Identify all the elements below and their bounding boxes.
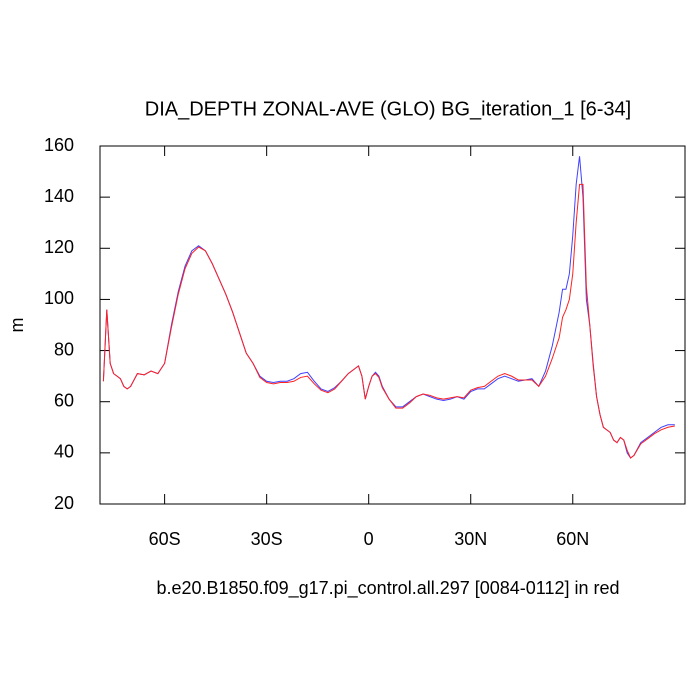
annotation: b.e20.B1850.f09_g17.pi_control.all.297 [… [156, 578, 619, 599]
series-line [102, 156, 675, 459]
plot-frame [99, 145, 686, 505]
y-axis-label: m [7, 318, 27, 333]
x-tick-label: 30N [454, 529, 487, 549]
y-tick-label: 100 [44, 288, 74, 308]
x-tick-label: 60S [149, 529, 181, 549]
y-tick-label: 80 [54, 339, 74, 359]
x-tick-label: 30S [251, 529, 283, 549]
series-line [102, 183, 675, 459]
y-tick-label: 160 [44, 135, 74, 155]
chart-title: DIA_DEPTH ZONAL-AVE (GLO) BG_iteration_1… [145, 98, 631, 120]
y-tick-label: 140 [44, 186, 74, 206]
y-tick-label: 20 [54, 493, 74, 513]
y-tick-label: 120 [44, 237, 74, 257]
x-tick-label: 60N [556, 529, 589, 549]
x-tick-label: 0 [364, 529, 374, 549]
y-tick-label: 60 [54, 390, 74, 410]
y-tick-label: 40 [54, 442, 74, 462]
